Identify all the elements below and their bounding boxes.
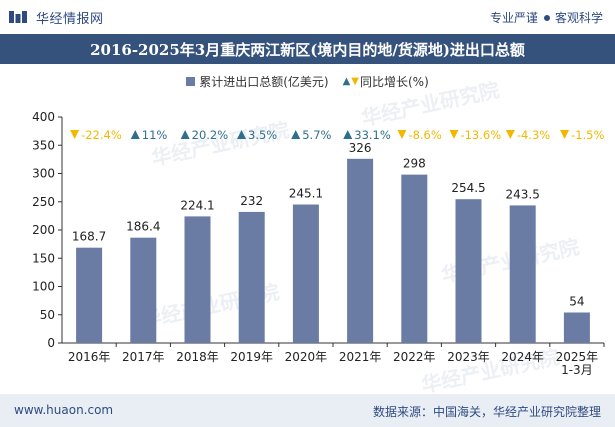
bar-value-label: 245.1: [289, 187, 323, 201]
bar: [238, 211, 265, 343]
bar-value-label: 168.7: [72, 230, 106, 244]
bar-value-label: 254.5: [451, 181, 485, 195]
yoy-label: 20.2%: [192, 128, 229, 142]
yoy-label: 11%: [142, 128, 168, 142]
yoy-label: -1.5%: [571, 128, 604, 142]
header-tags: 专业严谨 客观科学: [490, 9, 603, 26]
legend-yoy-label: 同比增长(%): [360, 74, 429, 89]
y-tick-label: 250: [32, 195, 55, 209]
bar: [292, 204, 319, 343]
bar-value-label: 326: [349, 141, 372, 155]
bar-value-label: 298: [403, 157, 426, 171]
yoy-up-triangle-icon: [180, 130, 190, 139]
tag-separator-dot: [543, 14, 550, 21]
bar: [184, 216, 211, 343]
yoy-label: 33.1%: [354, 128, 391, 142]
yoy-up-triangle-icon: [130, 130, 140, 139]
bar-value-label: 54: [569, 294, 584, 308]
yoy-label: 3.5%: [248, 128, 277, 142]
yoy-label: 5.7%: [302, 128, 331, 142]
yoy-down-triangle-icon: [505, 130, 515, 139]
legend-up-triangle-icon: ▲: [342, 75, 351, 87]
x-tick-label: 2021年: [339, 350, 382, 364]
yoy-up-triangle-icon: [343, 130, 353, 139]
bar-value-label: 232: [240, 194, 263, 208]
y-tick-label: 350: [32, 138, 55, 152]
yoy-label: -8.6%: [408, 128, 441, 142]
x-tick-label: 2025年: [556, 350, 599, 364]
yoy-up-triangle-icon: [237, 130, 247, 139]
legend-down-triangle-icon: ▼: [351, 75, 359, 87]
x-tick-label: 2020年: [285, 350, 328, 364]
bar: [76, 247, 103, 343]
bar: [401, 174, 428, 343]
bar-value-label: 224.1: [180, 198, 214, 212]
y-tick-label: 200: [32, 223, 55, 237]
x-tick-label: 1-3月: [561, 363, 593, 377]
y-tick-label: 400: [32, 110, 55, 124]
chart-title: 2016-2025年3月重庆两江新区(境内目的地/货源地)进出口总额: [90, 40, 525, 59]
x-tick-label: 2022年: [393, 350, 436, 364]
yoy-down-triangle-icon: [70, 130, 80, 139]
bar: [509, 205, 536, 343]
brand-name: 华经情报网: [36, 11, 104, 27]
yoy-label: -22.4%: [81, 128, 122, 142]
yoy-label: -13.6%: [460, 128, 501, 142]
y-tick-label: 150: [32, 251, 55, 265]
top-bar: 华经情报网 专业严谨 客观科学: [0, 0, 615, 34]
footer: www.huaon.com 数据来源：中国海关，华经产业研究院整理: [0, 394, 615, 427]
footer-url: www.huaon.com: [14, 403, 114, 417]
x-tick-label: 2016年: [68, 350, 111, 364]
bar: [130, 237, 157, 343]
x-tick-label: 2023年: [447, 350, 490, 364]
brand: 华经情报网: [8, 7, 104, 27]
x-tick-label: 2017年: [122, 350, 165, 364]
bar: [347, 158, 374, 343]
x-tick-label: 2024年: [501, 350, 544, 364]
bar: [455, 199, 482, 343]
title-bar: 2016-2025年3月重庆两江新区(境内目的地/货源地)进出口总额: [0, 34, 615, 64]
bar: [563, 312, 590, 343]
y-tick-label: 300: [32, 167, 55, 181]
x-tick-label: 2018年: [176, 350, 219, 364]
bar-value-label: 186.4: [126, 220, 160, 234]
brand-logo-icon: [9, 11, 27, 23]
chart-plot: 0 50 100 150 200 250 300 350 400 168.7 2016年 -22.4%…: [32, 110, 605, 377]
x-tick-label: 2019年: [230, 350, 273, 364]
y-tick-label: 100: [32, 280, 55, 294]
yoy-down-triangle-icon: [449, 130, 459, 139]
yoy-down-triangle-icon: [397, 130, 407, 139]
bar-value-label: 243.5: [506, 187, 540, 201]
tag-objective: 客观科学: [554, 11, 603, 25]
legend-bar-label: 累计进出口总额(亿美元): [199, 74, 329, 89]
legend-bar-swatch: [186, 76, 196, 86]
yoy-label: -4.3%: [517, 128, 550, 142]
footer-source: 数据来源：中国海关，华经产业研究院整理: [372, 405, 601, 419]
yoy-up-triangle-icon: [291, 130, 301, 139]
legend: 累计进出口总额(亿美元) ▲ ▼ 同比增长(%): [0, 72, 615, 90]
y-tick-label: 0: [47, 336, 55, 350]
y-tick-label: 50: [40, 308, 55, 322]
yoy-down-triangle-icon: [560, 130, 570, 139]
tag-professional: 专业严谨: [489, 11, 538, 25]
